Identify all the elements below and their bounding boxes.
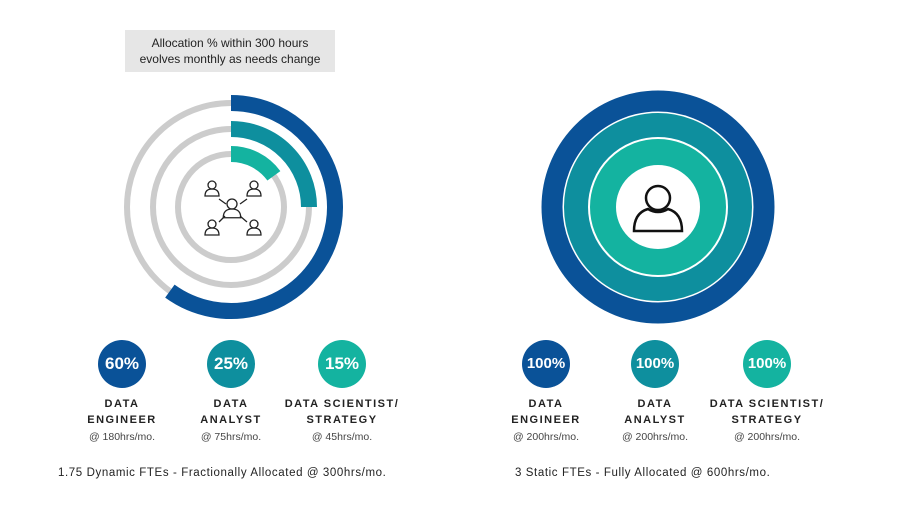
role-hours: @ 200hrs/mo. [621, 431, 689, 443]
role-hours: @ 45hrs/mo. [311, 431, 373, 443]
analyst-ring [564, 113, 752, 301]
role-engineer: 60% DATA ENGINEER @ 180hrs/mo. [57, 340, 187, 443]
allocation-note: Allocation % within 300 hours evolves mo… [125, 30, 335, 72]
percent-badge: 100% [522, 340, 570, 388]
role-name: DATA ANALYST [624, 398, 686, 426]
role-hours: @ 200hrs/mo. [512, 431, 580, 443]
role-name: DATA ENGINEER [511, 398, 581, 426]
scientist-ring [590, 139, 726, 275]
percent-badge: 100% [631, 340, 679, 388]
percent-badge: 60% [98, 340, 146, 388]
engineer-ring [541, 90, 775, 324]
role-hours: @ 200hrs/mo. [733, 431, 801, 443]
analyst-arc [230, 121, 317, 208]
dynamic-allocation-rings [124, 95, 343, 319]
person-icon [632, 184, 684, 233]
engineer-arc [165, 95, 343, 319]
static-footer: 3 Static FTEs - Fully Allocated @ 600hrs… [515, 467, 771, 479]
role-name: DATA ANALYST [200, 398, 262, 426]
dynamic-footer: 1.75 Dynamic FTEs - Fractionally Allocat… [58, 467, 387, 479]
role-engineer: 100% DATA ENGINEER @ 200hrs/mo. [481, 340, 611, 443]
role-scientist: 100% DATA SCIENTIST/ STRATEGY @ 200hrs/m… [702, 340, 832, 443]
role-name: DATA SCIENTIST/ STRATEGY [284, 398, 400, 426]
note-line: evolves monthly as needs change [139, 52, 321, 66]
role-hours: @ 180hrs/mo. [88, 431, 156, 443]
percent-badge: 100% [743, 340, 791, 388]
role-hours: @ 75hrs/mo. [200, 431, 262, 443]
note-line: Allocation % within 300 hours [151, 36, 309, 50]
role-analyst: 25% DATA ANALYST @ 75hrs/mo. [166, 340, 296, 443]
static-allocation-rings [541, 90, 775, 324]
scientist-arc [230, 146, 281, 181]
role-scientist: 15% DATA SCIENTIST/ STRATEGY @ 45hrs/mo. [277, 340, 407, 443]
role-analyst: 100% DATA ANALYST @ 200hrs/mo. [590, 340, 720, 443]
percent-badge: 25% [207, 340, 255, 388]
role-name: DATA SCIENTIST/ STRATEGY [709, 398, 825, 426]
role-name: DATA ENGINEER [87, 398, 157, 426]
percent-badge: 15% [318, 340, 366, 388]
team-network-icon [204, 180, 262, 236]
